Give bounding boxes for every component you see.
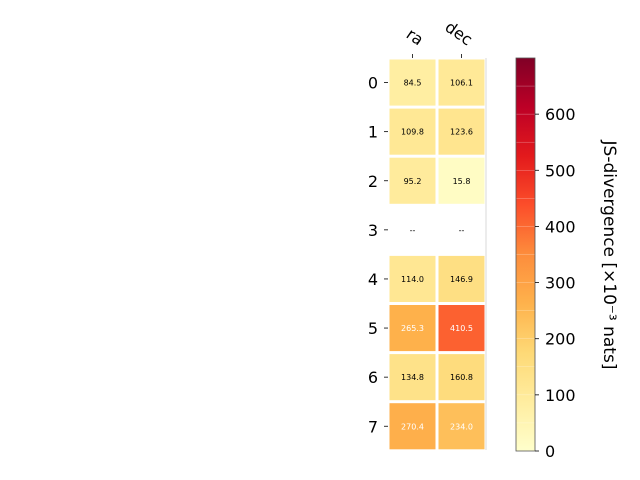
heatmap-cell-label: 410.5 bbox=[450, 324, 473, 333]
row-tick-label: 0 bbox=[368, 74, 378, 93]
column-tick-label: ra bbox=[403, 24, 427, 49]
colorbar-tick-label: 500 bbox=[545, 161, 576, 180]
heatmap-cell-label: 134.8 bbox=[401, 373, 424, 382]
heatmap-cell bbox=[389, 59, 436, 106]
heatmap-cell-label: 15.8 bbox=[453, 177, 471, 186]
heatmap-cell-label: -- bbox=[410, 226, 416, 235]
heatmap-cell bbox=[389, 354, 436, 401]
colorbar-tick-label: 600 bbox=[545, 105, 576, 124]
colorbar-tick-label: 300 bbox=[545, 274, 576, 293]
heatmap-cell bbox=[438, 59, 485, 106]
heatmap-plot: 84.5 106.1 109.8 123.6 95.2 15.8 -- -- 114.0 146.… bbox=[368, 17, 487, 450]
heatmap-cell-label: 109.8 bbox=[401, 128, 424, 137]
heatmap-cells bbox=[389, 59, 485, 450]
heatmap-cell bbox=[389, 403, 436, 450]
heatmap-cell-label: 84.5 bbox=[404, 79, 422, 88]
colorbar-tick-label: 100 bbox=[545, 386, 576, 405]
row-tick-label: 7 bbox=[368, 417, 378, 436]
heatmap-cell bbox=[438, 255, 485, 302]
heatmap-cell bbox=[389, 255, 436, 302]
heatmap-cell-label: 95.2 bbox=[404, 177, 422, 186]
colorbar-tick-label: 400 bbox=[545, 217, 576, 236]
colorbar-ticks: 0 100 200 300 400 500 600 bbox=[535, 105, 576, 461]
heatmap-cell-label: -- bbox=[459, 226, 465, 235]
heatmap-cell bbox=[438, 305, 485, 352]
colorbar-frame bbox=[515, 57, 536, 452]
row-tick-label: 3 bbox=[368, 221, 378, 240]
heatmap-cell bbox=[438, 354, 485, 401]
heatmap-cell-label: 114.0 bbox=[401, 275, 424, 284]
row-tick-label: 4 bbox=[368, 270, 378, 289]
heatmap-cell-label: 146.9 bbox=[450, 275, 473, 284]
heatmap-cell-label: 265.3 bbox=[401, 324, 424, 333]
heatmap-cell bbox=[389, 305, 436, 352]
heatmap-cell bbox=[438, 108, 485, 155]
heatmap-cell-label: 106.1 bbox=[450, 79, 473, 88]
column-axis: ra dec bbox=[403, 17, 476, 58]
colorbar-label: JS-divergence [×10⁻³ nats] bbox=[599, 140, 619, 370]
heatmap-cell bbox=[389, 108, 436, 155]
row-axis: 0 1 2 3 4 5 6 7 bbox=[368, 74, 388, 436]
heatmap-cell bbox=[389, 157, 436, 204]
heatmap-cell bbox=[438, 157, 485, 204]
row-tick-label: 5 bbox=[368, 319, 378, 338]
heatmap-cell-label: 270.4 bbox=[401, 422, 424, 431]
colorbar-tick-label: 0 bbox=[545, 442, 555, 461]
colorbar: 0 100 200 300 400 500 600 JS-divergence [×10⁻³… bbox=[515, 57, 619, 461]
heatmap-cell-labels: 84.5 106.1 109.8 123.6 95.2 15.8 -- -- 114.0 146.… bbox=[401, 79, 473, 432]
heatmap-cell bbox=[438, 403, 485, 450]
row-tick-label: 1 bbox=[368, 123, 378, 142]
colorbar-tick-label: 200 bbox=[545, 330, 576, 349]
heatmap-cell-label: 123.6 bbox=[450, 128, 473, 137]
row-tick-label: 2 bbox=[368, 172, 378, 191]
heatmap-cell-label: 160.8 bbox=[450, 373, 473, 382]
colorbar-gradient bbox=[516, 58, 535, 451]
row-tick-label: 6 bbox=[368, 368, 378, 387]
heatmap-cell-label: 234.0 bbox=[450, 422, 473, 431]
column-tick-label: dec bbox=[442, 17, 476, 49]
colorbar-tick-lines bbox=[516, 85, 535, 424]
